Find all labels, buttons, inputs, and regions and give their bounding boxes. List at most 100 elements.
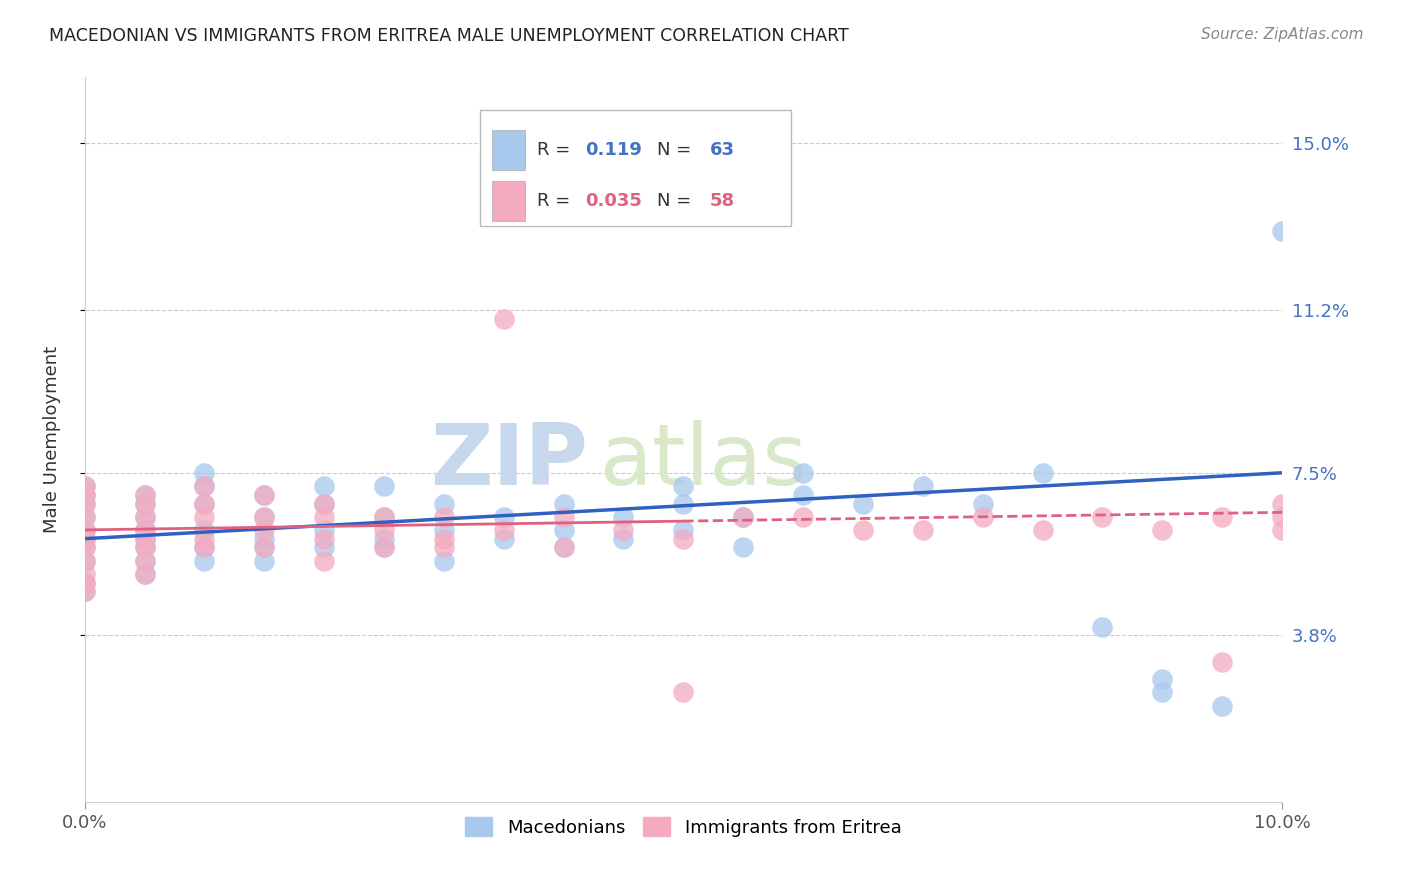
Point bbox=[373, 541, 395, 555]
Point bbox=[492, 312, 515, 326]
Point bbox=[134, 488, 156, 502]
Point bbox=[134, 497, 156, 511]
Point bbox=[134, 566, 156, 581]
Point bbox=[612, 523, 634, 537]
Point bbox=[193, 541, 215, 555]
Point bbox=[1091, 509, 1114, 524]
Point bbox=[852, 497, 875, 511]
Point bbox=[1031, 523, 1053, 537]
Point bbox=[134, 532, 156, 546]
Point bbox=[314, 554, 336, 568]
Legend: Macedonians, Immigrants from Eritrea: Macedonians, Immigrants from Eritrea bbox=[458, 810, 908, 844]
Point bbox=[1211, 655, 1233, 669]
Point bbox=[73, 497, 96, 511]
Point bbox=[253, 509, 276, 524]
Text: Source: ZipAtlas.com: Source: ZipAtlas.com bbox=[1201, 27, 1364, 42]
Point bbox=[73, 532, 96, 546]
Point bbox=[314, 541, 336, 555]
Point bbox=[134, 532, 156, 546]
Point bbox=[373, 509, 395, 524]
Point bbox=[193, 497, 215, 511]
Point bbox=[492, 509, 515, 524]
Point bbox=[553, 541, 575, 555]
Point bbox=[911, 523, 934, 537]
Point bbox=[792, 466, 814, 480]
Point bbox=[134, 566, 156, 581]
Point bbox=[193, 479, 215, 493]
Point bbox=[73, 497, 96, 511]
Point bbox=[792, 509, 814, 524]
Point bbox=[253, 541, 276, 555]
Point bbox=[553, 509, 575, 524]
Text: R =: R = bbox=[537, 141, 576, 159]
Point bbox=[373, 509, 395, 524]
Point bbox=[1211, 698, 1233, 713]
Point bbox=[193, 509, 215, 524]
Point bbox=[553, 497, 575, 511]
Text: R =: R = bbox=[537, 192, 576, 210]
Point bbox=[373, 541, 395, 555]
Point bbox=[733, 509, 755, 524]
Point bbox=[253, 554, 276, 568]
Point bbox=[1152, 523, 1174, 537]
Point bbox=[433, 532, 456, 546]
Point bbox=[253, 509, 276, 524]
Point bbox=[1271, 224, 1294, 238]
Point bbox=[193, 466, 215, 480]
Point bbox=[253, 541, 276, 555]
Point bbox=[1271, 509, 1294, 524]
Point bbox=[792, 488, 814, 502]
Point bbox=[672, 479, 695, 493]
Point bbox=[492, 532, 515, 546]
Point bbox=[553, 541, 575, 555]
Point bbox=[73, 541, 96, 555]
Text: atlas: atlas bbox=[599, 420, 807, 503]
Point bbox=[1271, 497, 1294, 511]
Point bbox=[193, 497, 215, 511]
Point bbox=[612, 509, 634, 524]
Bar bbox=[492, 181, 526, 220]
Point bbox=[73, 479, 96, 493]
Point bbox=[73, 509, 96, 524]
Point bbox=[134, 554, 156, 568]
Point bbox=[612, 532, 634, 546]
Point bbox=[253, 523, 276, 537]
Point bbox=[73, 488, 96, 502]
Point bbox=[73, 554, 96, 568]
Text: N =: N = bbox=[657, 192, 697, 210]
Text: 0.035: 0.035 bbox=[585, 192, 643, 210]
Point bbox=[73, 575, 96, 590]
Point bbox=[1211, 509, 1233, 524]
Point bbox=[433, 554, 456, 568]
Point bbox=[672, 497, 695, 511]
Bar bbox=[492, 130, 526, 169]
Point bbox=[373, 532, 395, 546]
Point bbox=[314, 497, 336, 511]
Point bbox=[1271, 523, 1294, 537]
Point bbox=[253, 532, 276, 546]
Point bbox=[193, 532, 215, 546]
Point bbox=[193, 523, 215, 537]
Point bbox=[134, 541, 156, 555]
Point bbox=[134, 523, 156, 537]
Point bbox=[314, 509, 336, 524]
Point bbox=[253, 488, 276, 502]
Point bbox=[314, 532, 336, 546]
Point bbox=[1152, 685, 1174, 699]
Point bbox=[733, 541, 755, 555]
Point bbox=[73, 584, 96, 599]
Point bbox=[314, 479, 336, 493]
Y-axis label: Male Unemployment: Male Unemployment bbox=[44, 346, 60, 533]
Point bbox=[672, 523, 695, 537]
Point bbox=[134, 488, 156, 502]
Point bbox=[193, 541, 215, 555]
Point bbox=[1031, 466, 1053, 480]
Point bbox=[73, 488, 96, 502]
Point bbox=[73, 479, 96, 493]
Text: 58: 58 bbox=[710, 192, 735, 210]
Point bbox=[134, 497, 156, 511]
Point bbox=[73, 584, 96, 599]
Point bbox=[373, 523, 395, 537]
Point bbox=[672, 532, 695, 546]
Point bbox=[73, 509, 96, 524]
